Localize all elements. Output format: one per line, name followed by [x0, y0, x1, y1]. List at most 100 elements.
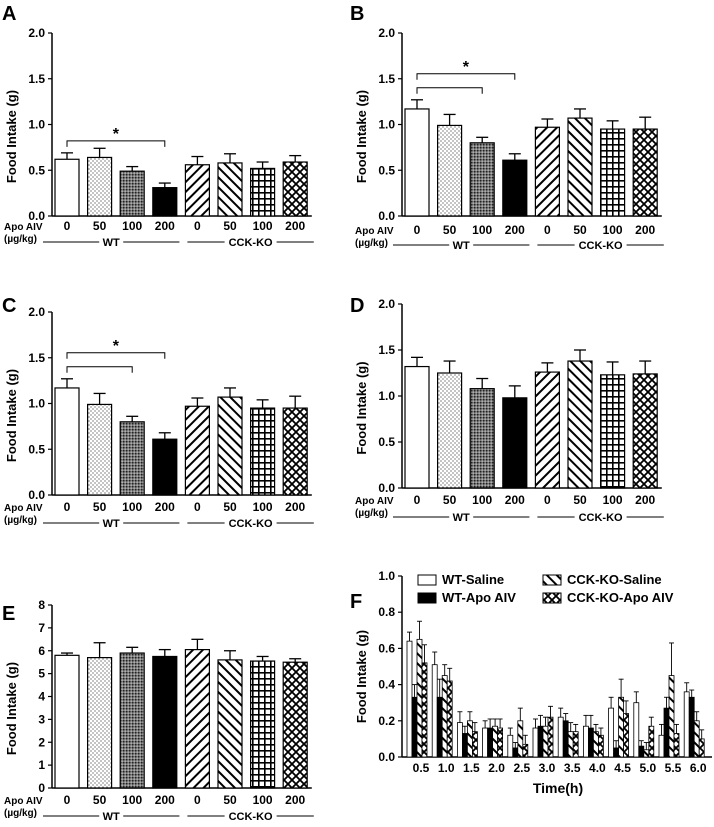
y-tick-label: 2 [38, 735, 45, 749]
bar [599, 374, 626, 489]
panel-letter: D [350, 295, 364, 317]
y-tick-label: 1.0 [378, 389, 395, 403]
legend-label: CCK-KO-Apo AIV [567, 590, 674, 605]
y-tick-label: 1.5 [28, 72, 45, 86]
group-label: CCK-KO [229, 237, 273, 249]
unit-label: (µg/kg) [355, 508, 388, 519]
bar [152, 187, 178, 217]
y-tick-label: 1.5 [378, 72, 395, 86]
panel-letter: F [350, 591, 362, 613]
bar [86, 657, 113, 789]
bar [507, 734, 514, 758]
y-tick-label: 0.0 [378, 209, 395, 223]
y-tick-label: 1 [38, 758, 45, 772]
category-label: 0 [414, 493, 421, 507]
bar [119, 421, 145, 496]
dose-label: Apo AIV [355, 226, 394, 237]
bar [557, 716, 564, 758]
bar [431, 664, 438, 758]
bar [184, 405, 210, 496]
bar [567, 731, 574, 758]
unit-label: (µg/kg) [355, 238, 388, 249]
bar [688, 696, 695, 758]
bar [567, 117, 593, 217]
legend-label: WT-Apo AIV [442, 590, 516, 605]
bar [86, 403, 113, 496]
category-label: 100 [253, 793, 273, 807]
bar [572, 731, 579, 758]
bar [633, 702, 640, 758]
bar [613, 747, 619, 758]
significance-bracket [416, 87, 483, 94]
category-label: 100 [122, 793, 142, 807]
y-tick-label: 0 [38, 781, 45, 795]
y-tick-label: 5 [38, 667, 45, 681]
category-label: 0 [414, 223, 421, 237]
bar [461, 733, 468, 758]
bar [599, 128, 626, 217]
dose-label: Apo AIV [4, 222, 43, 233]
legend-swatch [417, 592, 437, 604]
panel-letter: A [2, 3, 16, 25]
group-label: WT [453, 240, 470, 252]
x-tick-label: 5.5 [665, 761, 682, 775]
dose-label: Apo AIV [355, 496, 394, 507]
bar [184, 649, 210, 789]
bar [437, 372, 463, 489]
y-tick-label: 2.0 [28, 305, 45, 319]
group-label: CCK-KO [229, 518, 273, 530]
y-tick-label: 1.0 [378, 569, 395, 583]
legend-label: WT-Saline [442, 572, 504, 587]
panel-b: B 0.0 0.5 1.0 1.5 2.0 Food Intake (g) 0 50 100 200… [350, 3, 664, 252]
bar [542, 725, 549, 758]
x-tick-label: 3.5 [564, 761, 581, 775]
bar [502, 397, 528, 489]
y-tick-label: 0.0 [378, 481, 395, 495]
y-tick-label: 2.0 [378, 297, 395, 311]
bar [217, 396, 243, 496]
bar [668, 675, 675, 758]
bar [54, 387, 80, 496]
x-tick-label: 2.0 [488, 761, 505, 775]
legend-swatch [417, 574, 437, 586]
y-tick-label: 0.5 [28, 442, 45, 456]
dose-label: Apo AIV [4, 796, 43, 807]
bar [406, 640, 413, 758]
y-tick-label: 0.5 [378, 163, 395, 177]
bar [471, 731, 478, 758]
bar [522, 743, 529, 758]
y-tick-label: 0.6 [378, 641, 395, 655]
category-label: 50 [223, 500, 237, 514]
y-tick-label: 2.0 [28, 26, 45, 40]
bar [598, 734, 604, 758]
y-tick-label: 3 [38, 712, 45, 726]
category-label: 50 [573, 493, 587, 507]
y-axis-title: Food Intake (g) [4, 369, 19, 462]
panel-a: A 0.0 0.5 1.0 1.5 2.0 Food Intake (g) 0 50 100 200… [2, 3, 314, 249]
y-tick-label: 0.2 [378, 714, 395, 728]
bar [469, 142, 495, 217]
y-axis-title: Food Intake (g) [4, 662, 19, 755]
x-tick-label: 5.0 [639, 761, 656, 775]
bar [643, 749, 650, 758]
category-label: 100 [122, 219, 142, 233]
y-tick-label: 0.8 [378, 605, 395, 619]
bar [663, 707, 670, 758]
group-label: CCK-KO [229, 811, 273, 823]
y-axis-title: Food Intake (g) [354, 90, 369, 183]
bar [618, 696, 624, 758]
y-tick-label: 2.0 [378, 26, 395, 40]
bar [282, 661, 308, 789]
category-label: 0 [194, 793, 201, 807]
group-label: CCK-KO [579, 240, 623, 252]
significance-bracket [66, 352, 166, 359]
y-tick-label: 8 [38, 598, 45, 612]
bar [446, 680, 453, 758]
bar [282, 161, 308, 217]
bar [466, 720, 473, 758]
bar [404, 108, 430, 217]
bar [673, 733, 680, 758]
category-label: 0 [64, 500, 71, 514]
category-label: 50 [93, 500, 107, 514]
